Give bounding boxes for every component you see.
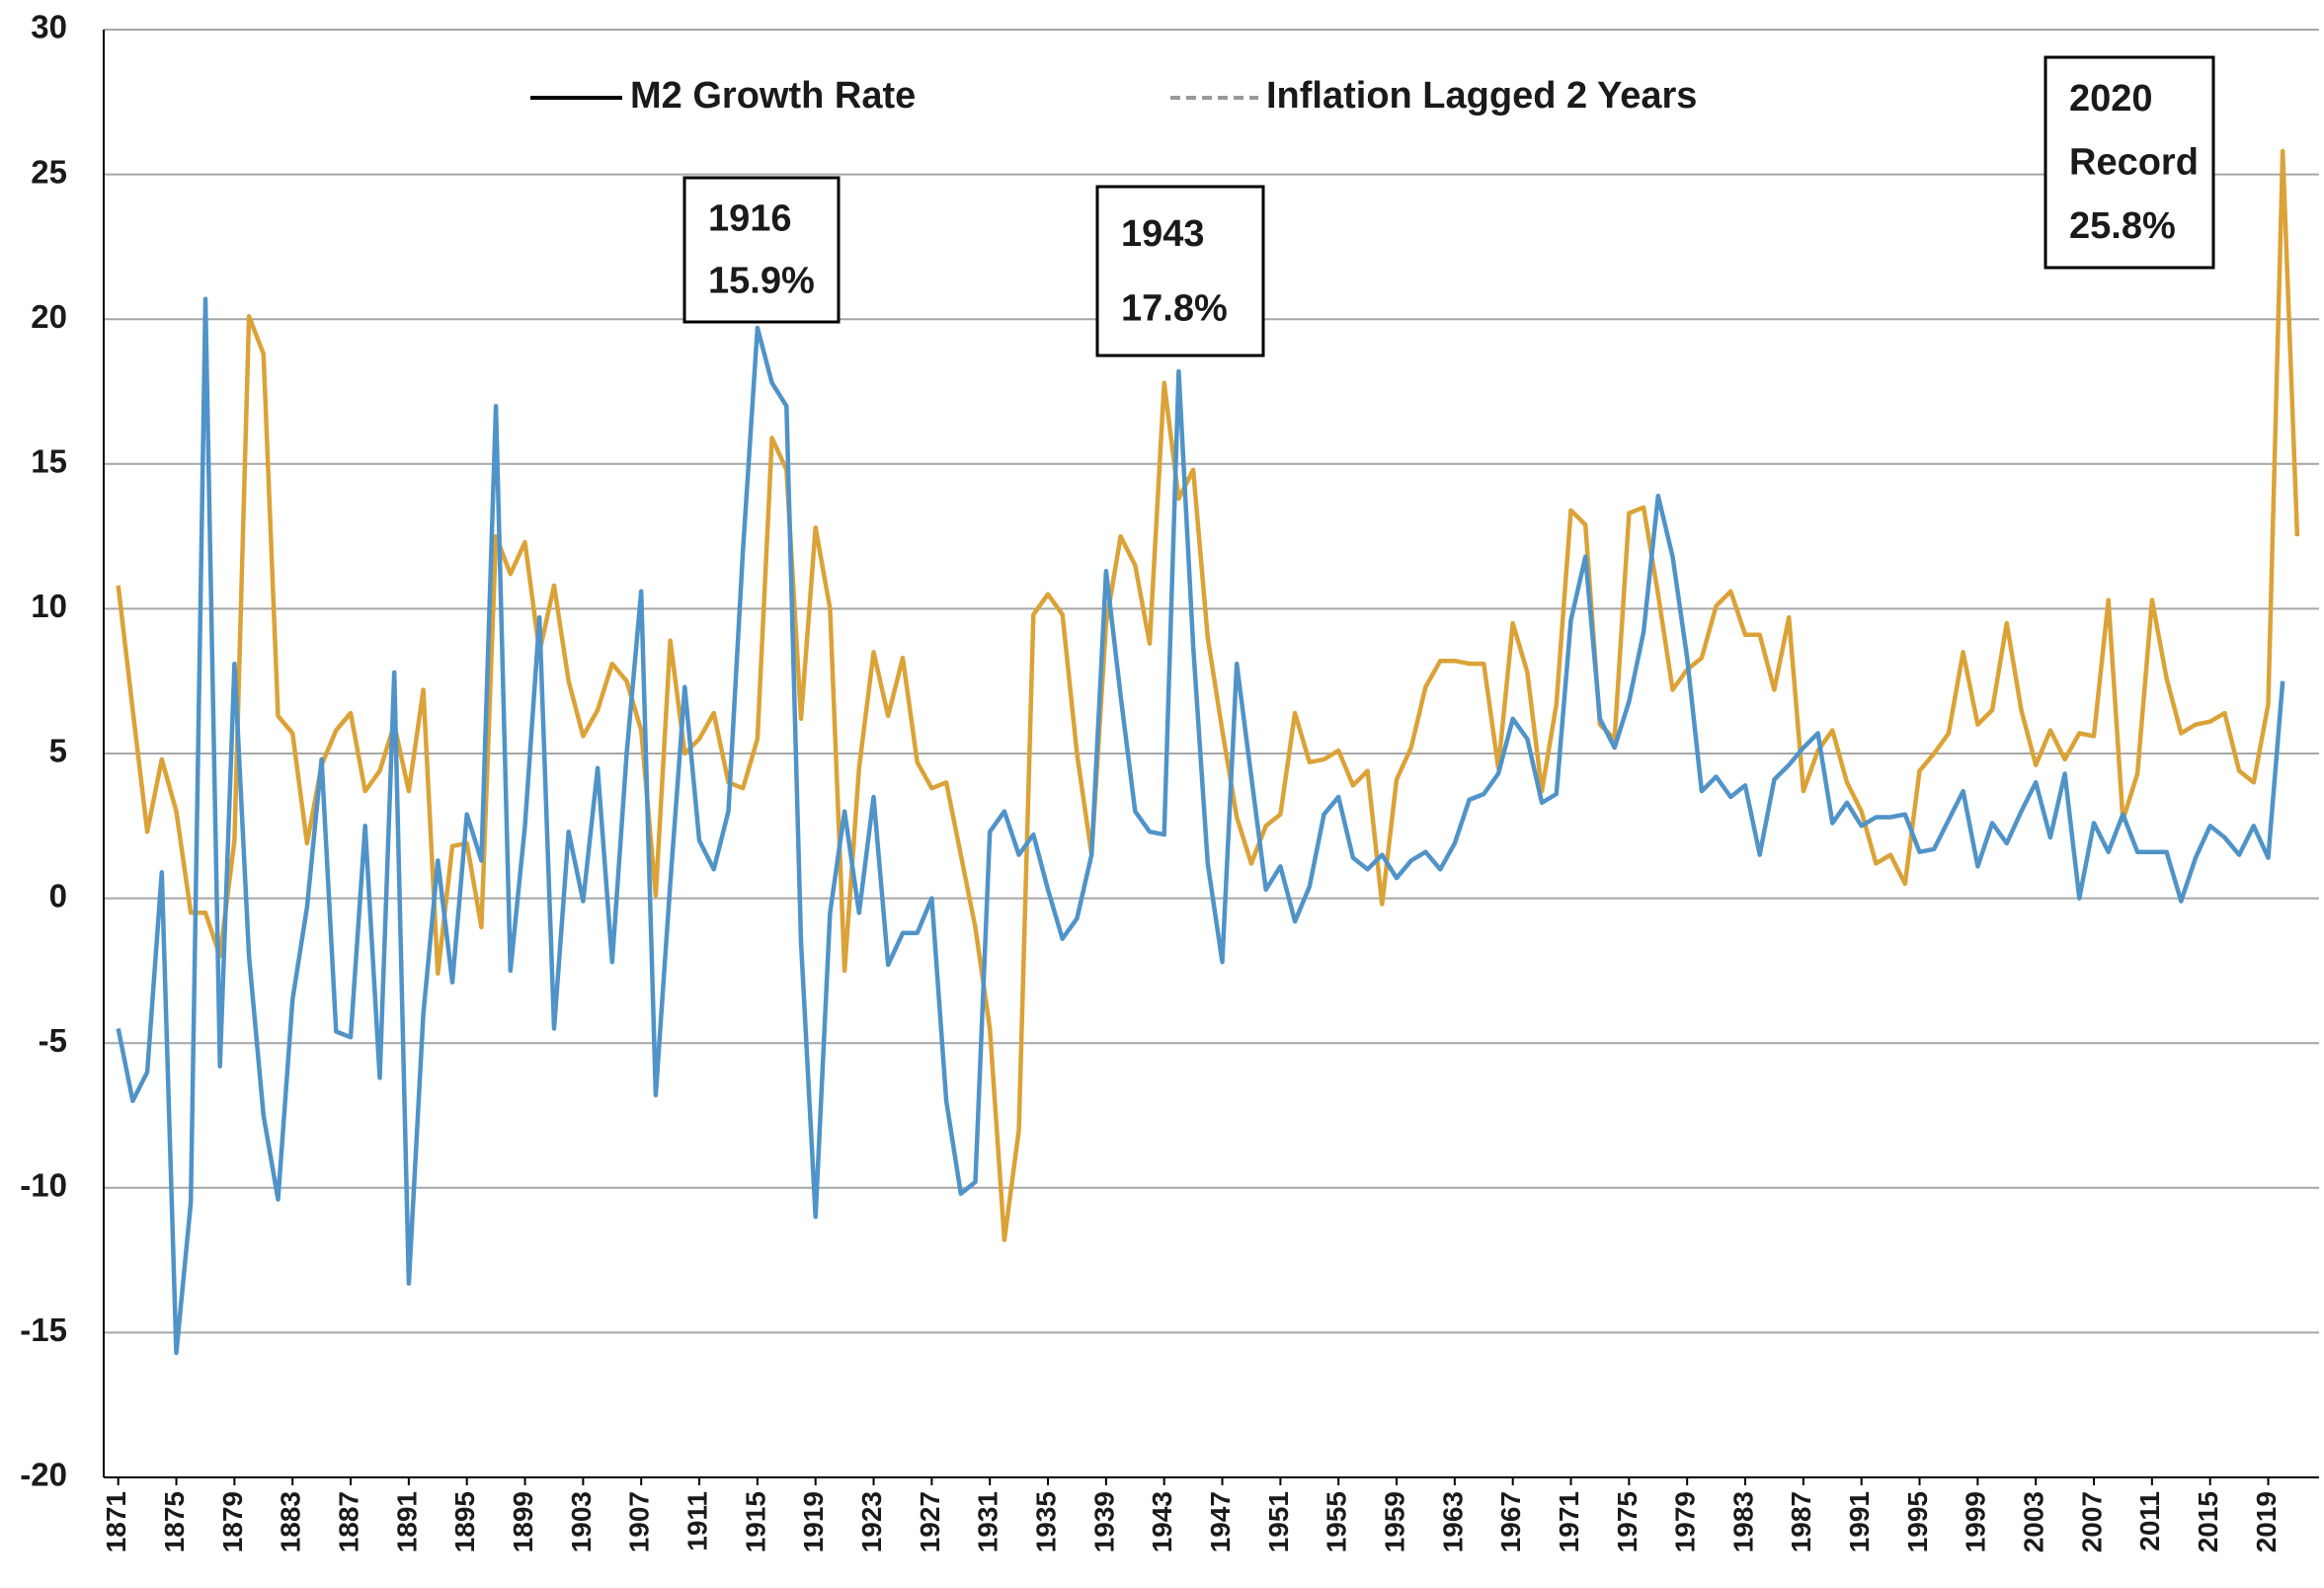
annotation-text: 1916 bbox=[708, 198, 792, 240]
series-line bbox=[116, 148, 2300, 1242]
annotation-text: 15.9% bbox=[708, 261, 815, 302]
annotation-text: 25.8% bbox=[2069, 205, 2176, 247]
annotation-box bbox=[2044, 55, 2215, 270]
x-tick-label: 1943 bbox=[1147, 1491, 1177, 1552]
x-tick-label: 1939 bbox=[1088, 1491, 1119, 1552]
x-tick-label: 1967 bbox=[1495, 1491, 1526, 1552]
x-tick-label: 1975 bbox=[1612, 1491, 1643, 1552]
y-tick-label: -5 bbox=[39, 1022, 67, 1059]
x-tick-label: 1883 bbox=[276, 1491, 306, 1552]
x-tick-label: 1971 bbox=[1554, 1491, 1584, 1552]
x-tick-label: 1927 bbox=[915, 1491, 945, 1552]
x-tick-label: 1879 bbox=[217, 1491, 248, 1552]
x-tick-label: 2007 bbox=[2076, 1491, 2107, 1552]
x-tick-label: 2003 bbox=[2019, 1491, 2049, 1552]
x-tick-label: 1995 bbox=[1902, 1491, 1933, 1552]
x-tick-label: 1915 bbox=[740, 1491, 770, 1552]
y-tick-label: 20 bbox=[31, 298, 67, 335]
annotation-text: Record bbox=[2069, 142, 2199, 184]
x-tick-label: 1987 bbox=[1786, 1491, 1816, 1552]
annotation-text: 2020 bbox=[2069, 78, 2153, 119]
x-tick-label: 1891 bbox=[391, 1491, 422, 1552]
y-tick-label: -15 bbox=[20, 1311, 67, 1348]
x-tick-label: 2019 bbox=[2251, 1491, 2282, 1552]
series-line bbox=[116, 296, 2285, 1356]
y-tick-label: 10 bbox=[31, 588, 67, 624]
x-tick-label: 1907 bbox=[624, 1491, 655, 1552]
y-tick-label: 15 bbox=[31, 443, 67, 480]
x-tick-label: 1999 bbox=[1961, 1491, 1991, 1552]
legend-label: Inflation Lagged 2 Years bbox=[1266, 75, 1697, 117]
x-tick-label: 1919 bbox=[798, 1491, 829, 1552]
x-tick-label: 1935 bbox=[1030, 1491, 1061, 1552]
y-tick-label: -10 bbox=[20, 1167, 67, 1204]
x-tick-label: 1959 bbox=[1379, 1491, 1409, 1552]
x-tick-label: 2011 bbox=[2134, 1491, 2165, 1551]
y-tick-label: 25 bbox=[31, 153, 67, 190]
x-tick-label: 1991 bbox=[1844, 1491, 1875, 1552]
annotation-text: 17.8% bbox=[1121, 287, 1228, 329]
y-tick-label: 0 bbox=[49, 877, 67, 913]
annotation-text: 1943 bbox=[1121, 213, 1205, 255]
x-tick-label: 1931 bbox=[973, 1491, 1003, 1552]
x-tick-label: 1951 bbox=[1263, 1491, 1294, 1552]
x-tick-label: 1947 bbox=[1205, 1491, 1236, 1552]
y-tick-label: 30 bbox=[31, 9, 67, 45]
x-tick-label: 1983 bbox=[1727, 1491, 1758, 1552]
x-tick-label: 2015 bbox=[2193, 1491, 2223, 1552]
annotation-box bbox=[1095, 185, 1265, 357]
x-tick-label: 1979 bbox=[1670, 1491, 1701, 1552]
x-tick-label: 1887 bbox=[333, 1491, 363, 1552]
x-tick-label: 1955 bbox=[1322, 1491, 1352, 1552]
y-tick-label: -20 bbox=[20, 1457, 67, 1493]
x-tick-label: 1963 bbox=[1437, 1491, 1468, 1552]
x-tick-label: 1895 bbox=[449, 1491, 480, 1552]
x-tick-label: 1871 bbox=[101, 1491, 131, 1552]
x-tick-label: 1875 bbox=[159, 1491, 190, 1552]
y-tick-label: 5 bbox=[49, 733, 67, 769]
legend-label: M2 Growth Rate bbox=[630, 75, 916, 117]
x-tick-label: 1903 bbox=[566, 1491, 597, 1552]
x-tick-label: 1911 bbox=[681, 1491, 712, 1551]
annotation-box bbox=[682, 176, 841, 324]
x-tick-label: 1899 bbox=[508, 1491, 538, 1552]
x-tick-label: 1923 bbox=[856, 1491, 887, 1552]
